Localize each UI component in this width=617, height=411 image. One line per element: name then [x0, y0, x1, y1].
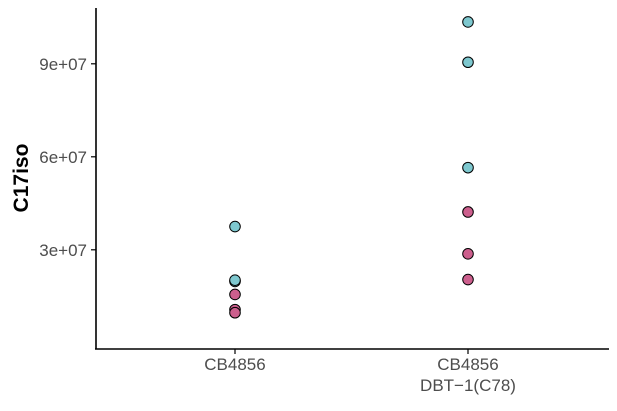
y-tick-label: 6e+07 — [39, 148, 87, 167]
data-point-8 — [462, 56, 474, 69]
data-point-9 — [462, 161, 474, 174]
data-point-1 — [229, 220, 241, 233]
y-axis-title: C17iso — [10, 144, 33, 213]
y-tick-label: 9e+07 — [39, 55, 87, 74]
data-point-4 — [229, 288, 241, 301]
data-point-6 — [229, 306, 241, 319]
data-point-12 — [462, 273, 474, 286]
data-point-10 — [462, 206, 474, 218]
data-points — [229, 16, 474, 319]
x-axis-ticks: CB4856 CB4856 DBT−1(C78) — [204, 349, 516, 395]
y-axis-ticks: 3e+07 6e+07 9e+07 — [39, 55, 96, 260]
x-tick-label: CB4856 — [204, 355, 265, 374]
y-tick-label: 3e+07 — [39, 241, 87, 260]
x-tick-label: CB4856 DBT−1(C78) — [420, 355, 516, 395]
data-point-7 — [462, 16, 474, 28]
data-point-3 — [229, 274, 241, 286]
data-point-11 — [462, 248, 474, 260]
